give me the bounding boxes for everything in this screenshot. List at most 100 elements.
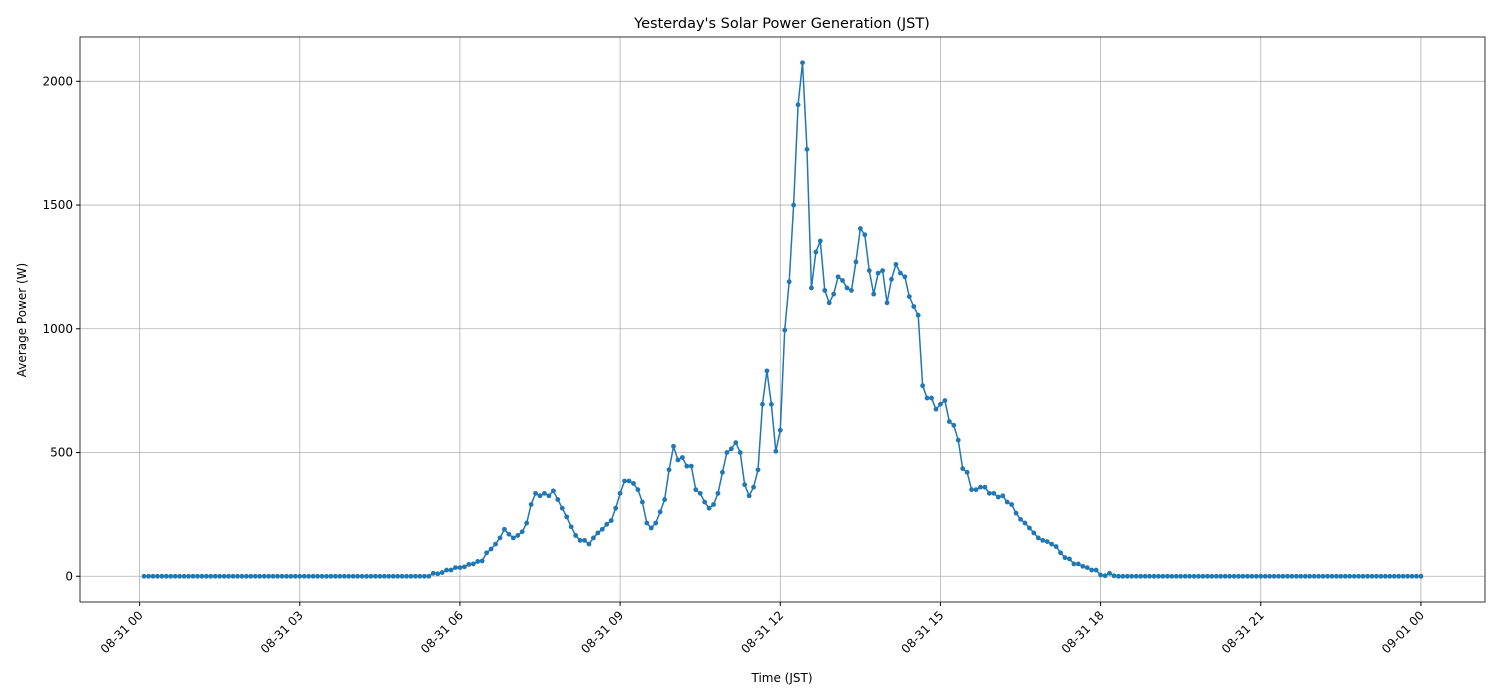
data-point [671, 443, 676, 449]
data-point [1187, 573, 1192, 579]
data-point [203, 573, 209, 579]
data-point [1058, 550, 1063, 556]
data-point [448, 567, 454, 573]
data-point [826, 300, 832, 306]
data-point [831, 291, 837, 297]
data-point [884, 300, 890, 306]
data-point [1276, 573, 1281, 579]
data-point [973, 487, 979, 493]
data-point [1111, 573, 1117, 579]
data-point [857, 226, 863, 231]
data-point [942, 398, 948, 403]
data-point [404, 573, 409, 579]
data-point [1102, 573, 1108, 579]
x-tick-label: 08-31 03 [258, 608, 306, 656]
data-point [177, 573, 183, 579]
data-point [800, 60, 805, 66]
data-point [822, 288, 828, 293]
data-point [377, 573, 383, 579]
data-point [849, 288, 854, 293]
data-point [1173, 573, 1179, 579]
data-point [350, 573, 356, 579]
data-point [648, 525, 654, 531]
data-point [1396, 573, 1402, 579]
data-point [915, 312, 921, 318]
data-point [1293, 573, 1299, 579]
data-point [235, 573, 240, 579]
data-point [813, 249, 819, 255]
data-point [777, 427, 783, 433]
data-point [960, 466, 966, 472]
data-point [906, 294, 912, 300]
data-point [439, 570, 445, 575]
data-point [675, 457, 681, 463]
data-point [546, 493, 552, 499]
data-point [893, 262, 899, 267]
data-point [662, 497, 668, 502]
data-point [275, 573, 280, 579]
data-point [1191, 573, 1197, 579]
x-tick-label: 08-31 06 [418, 608, 466, 656]
data-point [991, 490, 997, 496]
data-point [608, 518, 614, 523]
data-point [866, 268, 872, 274]
data-point [457, 565, 463, 571]
data-point [381, 573, 387, 579]
data-point [617, 490, 623, 496]
data-point [782, 327, 788, 333]
data-point [728, 446, 734, 452]
data-point [1156, 573, 1161, 579]
data-point [444, 567, 449, 573]
data-point [768, 401, 774, 407]
data-point [720, 469, 725, 475]
data-point [519, 529, 525, 535]
data-point [257, 573, 263, 579]
y-tick-label: 0 [65, 569, 73, 583]
data-point [1298, 573, 1304, 579]
data-point [666, 467, 672, 473]
data-point [1044, 539, 1050, 545]
data-point [212, 573, 218, 579]
data-point [1196, 573, 1201, 579]
data-point [644, 520, 650, 526]
data-point [141, 573, 147, 579]
data-point [1271, 573, 1277, 579]
data-point [964, 469, 970, 475]
data-point [1405, 573, 1410, 579]
data-point [150, 573, 156, 579]
data-point [1249, 573, 1255, 579]
data-point [1049, 541, 1055, 547]
x-tick-label: 08-31 21 [1219, 608, 1267, 656]
data-point [1262, 573, 1268, 579]
data-point [395, 573, 401, 579]
data-point [1307, 573, 1313, 579]
data-point [1222, 573, 1228, 579]
data-point [279, 573, 285, 579]
data-point [430, 570, 436, 576]
data-point [190, 573, 196, 579]
data-point [1342, 573, 1348, 579]
data-point [853, 259, 859, 265]
data-point [1311, 573, 1317, 579]
data-point [1209, 573, 1215, 579]
data-point [332, 573, 338, 579]
data-point [791, 202, 797, 208]
data-point [1289, 573, 1295, 579]
data-point [319, 573, 325, 579]
data-point [1107, 570, 1112, 576]
data-point [217, 573, 223, 579]
data-point [559, 505, 565, 511]
data-point [639, 499, 645, 505]
data-point [466, 561, 472, 567]
data-point [168, 573, 174, 579]
plot-frame [79, 36, 1486, 603]
data-point [1360, 573, 1366, 579]
data-point [1245, 573, 1250, 579]
y-tick-label: 500 [50, 446, 73, 460]
data-point [248, 573, 254, 579]
data-point [679, 455, 685, 460]
data-point [697, 490, 703, 496]
data-point [1169, 573, 1175, 579]
data-point [1142, 573, 1148, 579]
data-point [497, 535, 503, 541]
